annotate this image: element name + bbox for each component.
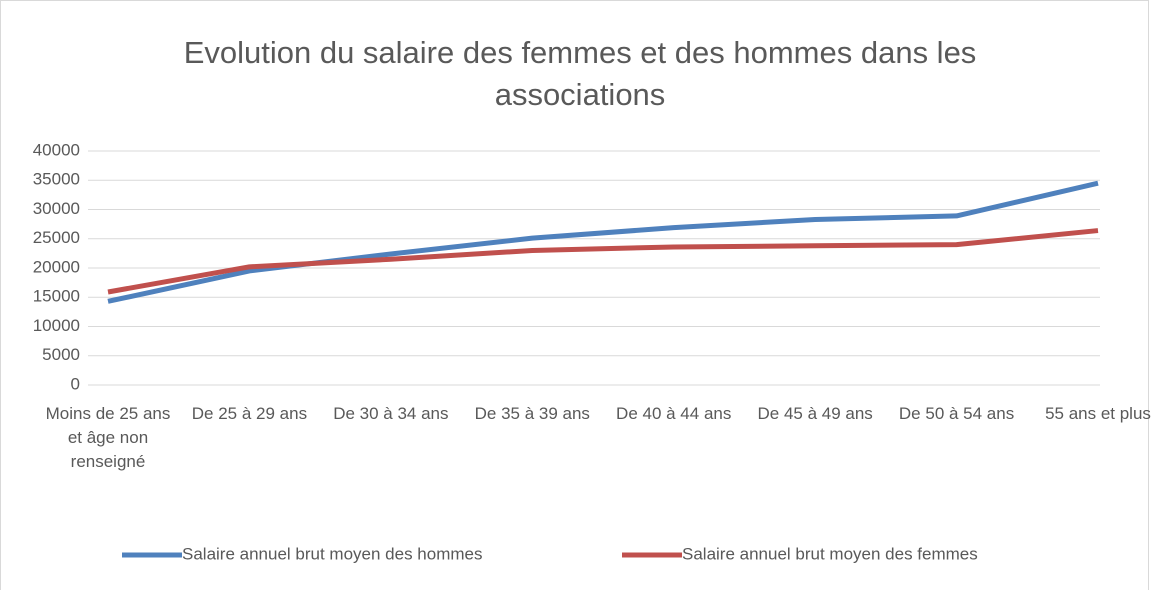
y-tick-label: 20000: [33, 257, 80, 276]
legend-label: Salaire annuel brut moyen des femmes: [682, 544, 978, 563]
x-tick-label: De 50 à 54 ans: [898, 404, 1015, 423]
y-tick-label: 25000: [33, 228, 80, 247]
x-tick-label: De 40 à 44 ans: [616, 404, 732, 423]
y-tick-label: 10000: [33, 316, 80, 335]
x-tick-label: De 35 à 39 ans: [474, 404, 590, 423]
y-tick-label: 15000: [33, 287, 80, 306]
y-tick-label: 0: [71, 374, 80, 393]
y-tick-label: 35000: [33, 170, 80, 189]
y-tick-label: 30000: [33, 199, 80, 218]
series-line: [107, 228, 1099, 295]
x-tick-label: De 45 à 49 ans: [757, 404, 873, 423]
y-tick-label: 40000: [33, 140, 80, 159]
y-tick-label: 5000: [42, 345, 80, 364]
x-tick-label: De 30 à 34 ans: [333, 404, 449, 423]
x-tick-label: 55 ans et plus: [1045, 404, 1151, 423]
chart-title: Evolution du salaire des femmes et des h…: [183, 35, 977, 112]
series-line: [107, 180, 1099, 304]
x-tick-label: De 25 à 29 ans: [191, 404, 308, 423]
legend-label: Salaire annuel brut moyen des hommes: [182, 544, 483, 563]
x-tick-label: Moins de 25 ans et âge non renseigné: [45, 404, 171, 471]
